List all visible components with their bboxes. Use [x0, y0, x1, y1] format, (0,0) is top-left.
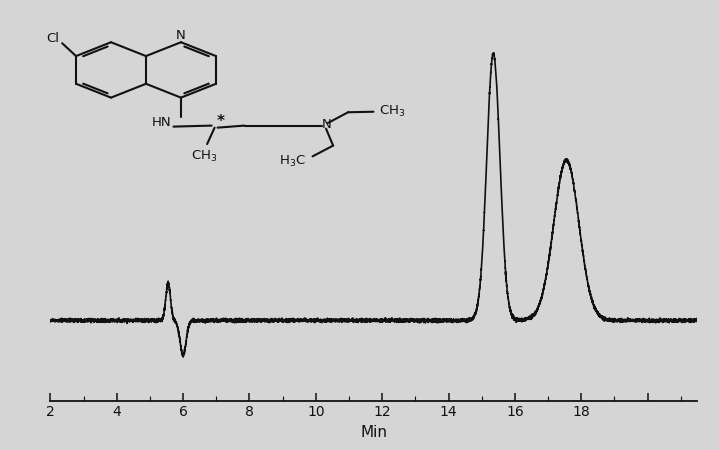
Text: N: N — [322, 118, 331, 131]
Text: H$_3$C: H$_3$C — [278, 153, 306, 169]
Text: *: * — [216, 114, 224, 130]
Text: HN: HN — [152, 116, 171, 129]
Text: Cl: Cl — [46, 32, 59, 45]
X-axis label: Min: Min — [360, 425, 388, 440]
Text: CH$_3$: CH$_3$ — [379, 104, 406, 119]
Text: CH$_3$: CH$_3$ — [191, 149, 217, 164]
Text: N: N — [176, 28, 186, 41]
